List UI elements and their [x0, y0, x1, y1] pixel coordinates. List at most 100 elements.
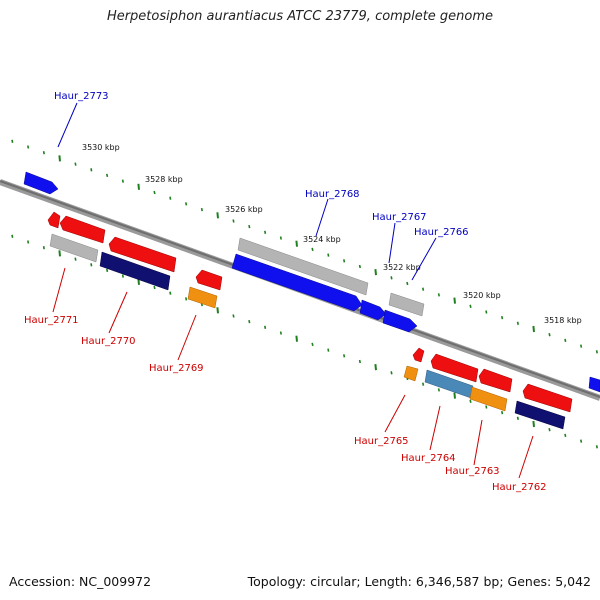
- scale-tick: [58, 155, 61, 162]
- gene-label[interactable]: Haur_2769: [149, 363, 204, 374]
- scale-tick: [390, 371, 393, 375]
- gene-label[interactable]: Haur_2763: [445, 466, 500, 477]
- scale-tick: [374, 364, 377, 371]
- leader-line: [411, 237, 437, 281]
- gene-label[interactable]: Haur_2762: [492, 482, 547, 493]
- gene-label[interactable]: Haur_2765: [354, 436, 409, 447]
- leader-line: [52, 267, 66, 313]
- scale-tick: [295, 335, 298, 342]
- gene-arrow-haur-2764[interactable]: [430, 353, 479, 383]
- gray-feature: [388, 292, 425, 317]
- scale-tick: [58, 250, 61, 257]
- gene-label[interactable]: Haur_2767: [372, 212, 427, 223]
- scale-label: 3526 kbp: [225, 205, 263, 214]
- scale-tick: [27, 240, 30, 244]
- scale-tick: [548, 428, 551, 432]
- scale-tick: [469, 304, 472, 308]
- scale-tick: [42, 246, 45, 250]
- leader-line: [518, 435, 534, 479]
- leader-line: [315, 198, 329, 237]
- scale-tick: [580, 439, 583, 443]
- scale-tick: [485, 405, 488, 409]
- scale-tick: [121, 179, 124, 183]
- scale-tick: [516, 321, 519, 325]
- gene-label[interactable]: Haur_2764: [401, 453, 456, 464]
- scale-tick: [406, 281, 409, 286]
- scale-label: 3530 kbp: [82, 143, 120, 152]
- scale-tick: [390, 276, 393, 280]
- scale-tick: [374, 269, 377, 276]
- scale-tick: [153, 190, 156, 195]
- scale-tick: [279, 236, 282, 240]
- scale-tick: [153, 285, 156, 290]
- scale-label: 3528 kbp: [145, 175, 183, 184]
- gene-block-haur-2769[interactable]: [187, 286, 218, 309]
- scale-tick: [437, 293, 440, 297]
- gene-block-haur-2763[interactable]: [469, 386, 508, 412]
- gene-labels: Haur_2773 Haur_2768 Haur_2767 Haur_2766 …: [24, 91, 547, 493]
- scale-tick: [422, 287, 425, 291]
- scale-tick: [327, 348, 330, 352]
- gene-arrow-haur-2770[interactable]: [108, 236, 177, 273]
- scale-tick: [516, 416, 519, 420]
- scale-tick: [216, 212, 219, 219]
- scale-tick: [74, 162, 77, 166]
- scale-tick: [437, 388, 440, 392]
- gray-feature: [49, 233, 99, 263]
- accession-text: Accession: NC_009972: [9, 574, 152, 589]
- leader-line: [429, 405, 441, 451]
- minus-strand-genes: [47, 211, 573, 430]
- scale-tick: [121, 274, 124, 278]
- scale-tick: [595, 445, 598, 449]
- gene-label[interactable]: Haur_2766: [414, 227, 469, 238]
- gene-label[interactable]: Haur_2773: [54, 91, 109, 102]
- gene-arrow-haur-2771[interactable]: [59, 215, 106, 244]
- gene-block-haur-2770[interactable]: [99, 251, 171, 291]
- scale-tick: [11, 139, 14, 143]
- gene-arrow-edge[interactable]: [588, 376, 600, 393]
- scale-tick: [11, 234, 14, 238]
- gene-arrow-haur-2769[interactable]: [195, 269, 223, 291]
- scale-tick: [580, 344, 583, 348]
- gene-arrow-haur-2768[interactable]: [231, 253, 363, 312]
- label-leader-lines: [52, 102, 534, 479]
- gene-arrow-haur-2762[interactable]: [522, 383, 573, 413]
- scale-label: 3520 kbp: [463, 291, 501, 300]
- gene-arrow-haur-2763[interactable]: [478, 368, 513, 393]
- scale-tick: [74, 257, 77, 261]
- scale-tick: [185, 297, 188, 301]
- scale-tick: [106, 268, 109, 273]
- gene-arrow-haur-2765a[interactable]: [412, 347, 425, 363]
- gene-arrow-haur-2773[interactable]: [23, 171, 59, 195]
- scale-tick: [358, 264, 361, 269]
- plus-strand-genes: [23, 171, 600, 393]
- leader-line: [388, 222, 396, 264]
- gene-arrow-haur-2766[interactable]: [382, 309, 418, 333]
- gene-label[interactable]: Haur_2768: [305, 189, 360, 200]
- scale-tick: [532, 325, 535, 333]
- scale-tick: [185, 202, 188, 206]
- scale-tick: [343, 354, 346, 358]
- scale-tick: [343, 259, 346, 263]
- gene-arrow-haur-2771a[interactable]: [47, 211, 61, 229]
- gene-arrow-haur-2767[interactable]: [359, 299, 387, 321]
- leader-line: [108, 291, 128, 334]
- scale-tick: [358, 359, 361, 364]
- scale-tick: [453, 392, 456, 399]
- gene-block-haur-2762[interactable]: [514, 400, 566, 430]
- scale-tick: [169, 196, 172, 200]
- scale-tick: [169, 291, 172, 295]
- scale-tick: [453, 297, 456, 304]
- gene-label[interactable]: Haur_2771: [24, 315, 79, 326]
- gene-block-haur-2765[interactable]: [403, 365, 419, 382]
- gene-label[interactable]: Haur_2770: [81, 336, 136, 347]
- scale-tick: [311, 342, 314, 347]
- scale-tick: [200, 207, 203, 212]
- leader-line: [384, 394, 406, 433]
- scale-label: 3522 kbp: [383, 263, 421, 272]
- scale-tick: [232, 314, 235, 318]
- scale-tick: [564, 433, 567, 438]
- scale-tick: [264, 325, 267, 329]
- scale-tick: [42, 151, 45, 155]
